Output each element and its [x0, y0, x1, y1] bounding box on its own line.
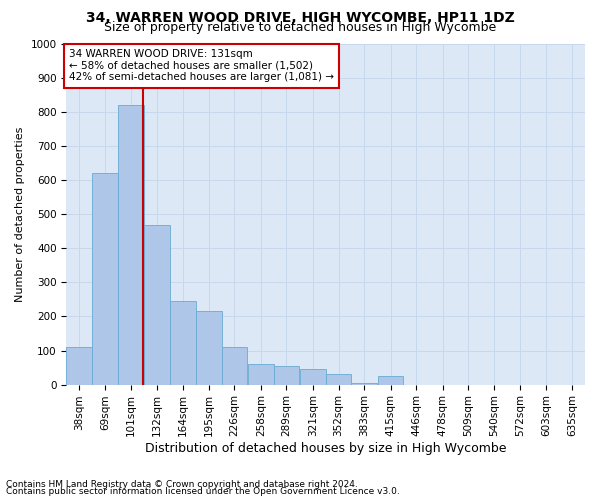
Text: Contains public sector information licensed under the Open Government Licence v3: Contains public sector information licen…	[6, 487, 400, 496]
Bar	[326, 374, 352, 384]
X-axis label: Distribution of detached houses by size in High Wycombe: Distribution of detached houses by size …	[145, 442, 506, 455]
Bar	[378, 376, 403, 384]
Bar	[67, 347, 92, 385]
Bar	[300, 370, 326, 384]
Bar	[92, 174, 118, 384]
Bar	[248, 364, 274, 384]
Bar	[118, 106, 144, 384]
Text: Contains HM Land Registry data © Crown copyright and database right 2024.: Contains HM Land Registry data © Crown c…	[6, 480, 358, 489]
Text: Size of property relative to detached houses in High Wycombe: Size of property relative to detached ho…	[104, 22, 496, 35]
Bar	[170, 301, 196, 384]
Bar	[274, 366, 299, 384]
Text: 34, WARREN WOOD DRIVE, HIGH WYCOMBE, HP11 1DZ: 34, WARREN WOOD DRIVE, HIGH WYCOMBE, HP1…	[86, 11, 514, 25]
Text: 34 WARREN WOOD DRIVE: 131sqm
← 58% of detached houses are smaller (1,502)
42% of: 34 WARREN WOOD DRIVE: 131sqm ← 58% of de…	[69, 49, 334, 82]
Bar	[221, 347, 247, 385]
Y-axis label: Number of detached properties: Number of detached properties	[15, 126, 25, 302]
Bar	[144, 224, 170, 384]
Bar	[196, 312, 221, 384]
Bar	[352, 383, 377, 384]
